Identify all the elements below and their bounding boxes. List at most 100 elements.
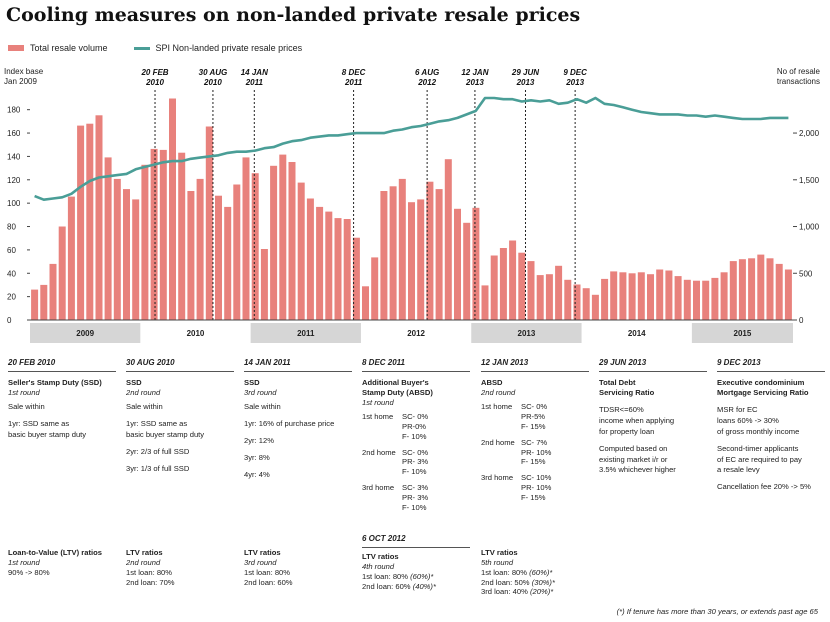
absd-rate: PR- 10%: [521, 447, 552, 457]
ltv-line-note: (60%)*: [410, 572, 434, 582]
year-band: [471, 323, 582, 343]
ltv-line: 1st loan: 80%: [126, 567, 173, 577]
right-tick-label: 500: [799, 269, 813, 278]
volume-bar: [86, 123, 94, 320]
measure-line: Second-timer applicants: [717, 443, 799, 453]
absd-rate: SC- 0%: [402, 447, 429, 457]
volume-bar: [472, 207, 480, 320]
volume-bar: [444, 159, 452, 320]
absd-rate: PR- 10%: [521, 483, 552, 493]
volume-bar: [334, 218, 342, 320]
left-tick-label: 60: [7, 246, 16, 255]
volume-bar: [215, 195, 222, 320]
measure-col-5: 12 JAN 2013 ABSD 2nd round 1st home SC- …: [481, 358, 589, 509]
spi-line: [34, 96, 789, 201]
volume-bar: [77, 125, 85, 320]
measure-line: income when applying: [599, 415, 675, 425]
volume-bar: [123, 189, 130, 320]
volume-bar: [536, 275, 544, 320]
ltv-line-text: 1st loan: 80%: [362, 572, 409, 582]
year-band: [691, 323, 793, 343]
measure-date: 29 JUN 2013: [599, 358, 707, 373]
ltv-line-text: 2nd loan: 50%: [481, 577, 530, 587]
right-tick-label: 2,000: [799, 129, 820, 138]
volume-bar: [242, 157, 250, 320]
measure-round: 1st round: [362, 398, 394, 408]
volume-bar: [573, 284, 581, 320]
absd-rate: PR-5%: [521, 411, 546, 421]
absd-rate: SC- 10%: [521, 473, 552, 483]
volume-bar: [426, 181, 434, 320]
measure-col-4: 8 DEC 2011 Additional Buyer's Stamp Duty…: [362, 358, 470, 519]
ltv-line-note: (60%)*: [529, 567, 553, 577]
event-year-label: 2010: [203, 78, 222, 87]
volume-bar: [132, 199, 140, 320]
measure-date: 20 FEB 2010: [8, 358, 116, 373]
measure-line: Sale within: [244, 402, 281, 412]
right-axis-label: No of resale: [777, 67, 821, 76]
volume-bar: [619, 272, 627, 320]
event-year-label: 2013: [516, 78, 535, 87]
left-axis-label: Index base: [4, 67, 44, 76]
year-label: 2013: [518, 329, 536, 338]
ltv-line: 1st loan: 80% (60%)*: [481, 568, 589, 578]
volume-bar: [738, 259, 746, 320]
volume-bar: [499, 248, 507, 320]
measure-head: Mortgage Servicing Ratio: [717, 388, 809, 398]
volume-bar: [702, 280, 710, 320]
volume-bar: [297, 182, 305, 320]
year-band: [250, 323, 361, 343]
ltv-round: 4th round: [362, 562, 395, 572]
volume-bar: [316, 206, 324, 320]
volume-bar: [169, 98, 176, 320]
right-tick-label: 1,000: [799, 223, 820, 232]
absd-rate: SC- 0%: [521, 402, 548, 412]
volume-bar: [435, 189, 443, 320]
volume-bar: [527, 261, 535, 320]
volume-bar: [637, 272, 645, 320]
volume-bar: [113, 178, 121, 320]
ltv-line: 2nd loan: 60%: [244, 577, 293, 587]
volume-bar: [665, 270, 673, 320]
volume-bar: [601, 278, 609, 320]
volume-bar: [233, 184, 241, 320]
absd-home: 1st home: [362, 411, 394, 421]
year-label: 2010: [187, 329, 205, 338]
left-tick-label: 140: [7, 152, 21, 161]
volume-bar: [306, 198, 314, 320]
volume-bar: [95, 115, 103, 320]
volume-bar: [748, 258, 756, 320]
volume-bar: [224, 206, 232, 320]
measure-head: ABSD: [481, 378, 503, 388]
measure-head: SSD: [244, 378, 260, 388]
measure-line: Computed based on: [599, 443, 668, 453]
absd-home: 1st home: [481, 402, 513, 412]
volume-bar: [408, 202, 415, 320]
volume-bar: [463, 222, 471, 320]
absd-home: 2nd home: [481, 437, 515, 447]
volume-bar: [31, 289, 39, 320]
measure-line: of EC are required to pay: [717, 454, 802, 464]
event-date-label: 8 DEC: [342, 68, 366, 77]
absd-rate: F- 15%: [521, 492, 546, 502]
ltv-line: 2nd loan: 60% (40%)*: [362, 582, 470, 592]
volume-bar: [693, 280, 700, 320]
ltv-round: 3rd round: [244, 557, 277, 567]
left-tick-label: 160: [7, 129, 21, 138]
ltv-round: 2nd round: [126, 557, 161, 567]
year-label: 2015: [734, 329, 752, 338]
absd-row-2: 2nd home SC- 0% PR- 3% F- 10%: [362, 448, 470, 478]
event-date-label: 30 AUG: [199, 68, 228, 77]
volume-bar: [270, 165, 278, 320]
volume-bar: [343, 219, 351, 320]
volume-bar: [683, 279, 691, 320]
ltv-col-2: LTV ratios 2nd round 1st loan: 80% 2nd l…: [126, 548, 234, 587]
absd-rate: F- 10%: [402, 502, 427, 512]
absd-rate: F- 15%: [521, 457, 546, 467]
measure-head: Total Debt: [599, 378, 636, 388]
volume-bar: [729, 261, 737, 320]
measure-date: 14 JAN 2011: [244, 358, 352, 373]
volume-bar: [371, 257, 379, 320]
